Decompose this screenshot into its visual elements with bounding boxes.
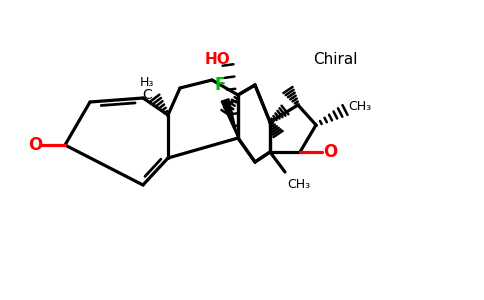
Text: HO: HO: [205, 52, 231, 67]
Polygon shape: [221, 99, 238, 138]
Text: C: C: [142, 88, 152, 102]
Text: H₃: H₃: [140, 76, 154, 89]
Text: O: O: [323, 143, 337, 161]
Text: CH₃: CH₃: [348, 100, 371, 113]
Text: CH₃: CH₃: [287, 178, 310, 191]
Text: Chiral: Chiral: [313, 52, 357, 68]
Text: F: F: [214, 76, 226, 94]
Text: O: O: [28, 136, 42, 154]
